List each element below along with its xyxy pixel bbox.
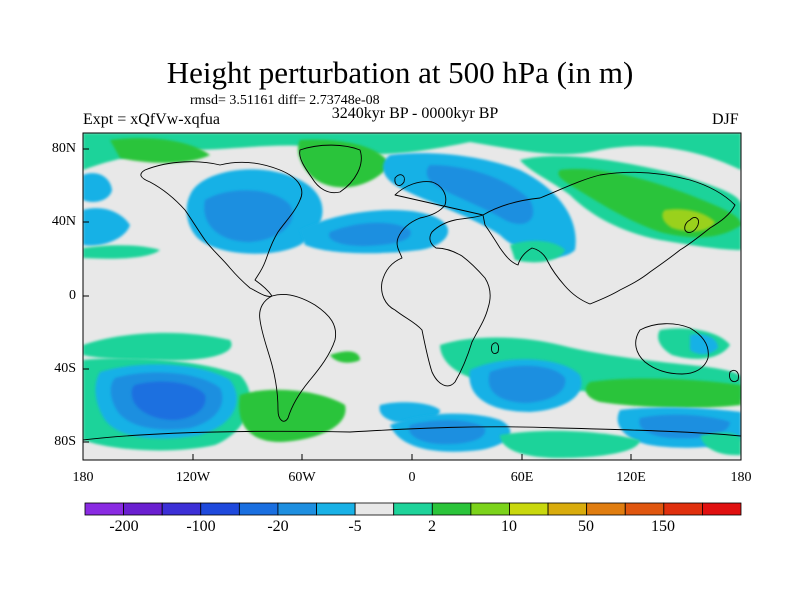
colorbar-swatch <box>547 502 588 516</box>
lon-label: 120E <box>616 470 646 485</box>
region-green-light <box>700 432 741 456</box>
colorbar-swatch <box>663 502 703 516</box>
coastline-layer <box>82 144 742 441</box>
colorbar-swatch <box>624 502 665 516</box>
region-blue-mid <box>204 190 293 242</box>
region-green <box>330 351 360 363</box>
colorbar-label: 10 <box>501 518 517 535</box>
lat-label: 80S <box>54 434 76 449</box>
north-america-coast <box>140 161 303 297</box>
colorbar-swatch <box>123 502 163 516</box>
colorbar-label: 50 <box>578 518 594 535</box>
antarctica-coast <box>82 426 742 441</box>
region-blue-light <box>83 173 112 202</box>
region-green <box>298 139 390 188</box>
colorbar-swatch <box>509 502 549 516</box>
colorbar-swatch <box>354 502 395 516</box>
colorbar-swatch <box>470 502 510 516</box>
axis-ticks <box>82 148 742 460</box>
colorbar-swatch <box>393 502 433 516</box>
colorbar-label: 150 <box>651 518 675 535</box>
colorbar-swatch <box>586 502 626 516</box>
region-blue-mid <box>488 365 566 403</box>
colorbar-swatch <box>702 502 742 516</box>
stats-line: rmsd= 3.51161 diff= 2.73748e-08 <box>190 93 380 108</box>
region-blue-mid <box>329 222 411 246</box>
colorbar-swatch <box>431 502 472 516</box>
lon-label: 60E <box>510 470 534 485</box>
region-green-light <box>83 133 741 170</box>
lon-label: 0 <box>408 470 416 485</box>
region-blue-mid <box>426 165 534 224</box>
lon-label: 180 <box>72 470 94 485</box>
region-blue-dark <box>131 381 206 420</box>
colorbar-label: -100 <box>186 518 216 535</box>
lon-label: 120W <box>175 470 211 485</box>
region-green-light <box>510 240 565 263</box>
lat-label: 0 <box>69 288 76 303</box>
colorbar-swatch <box>161 502 202 516</box>
region-blue-mid <box>639 414 730 439</box>
madagascar-coast <box>491 342 499 355</box>
lon-label: 60W <box>288 470 316 485</box>
greenland-coast <box>299 144 362 194</box>
colorbar-swatch <box>238 502 279 516</box>
region-blue-light <box>690 334 718 355</box>
lat-label: 40N <box>51 214 76 229</box>
colorbar-label: -20 <box>267 518 289 535</box>
colorbar-swatch <box>200 502 240 516</box>
colorbar-label: -200 <box>109 518 139 535</box>
colorbar-label: 2 <box>428 518 436 535</box>
region-green <box>110 138 210 163</box>
lat-label: 80N <box>51 141 76 156</box>
japan-coast <box>684 217 699 233</box>
region-green-light <box>500 430 640 458</box>
colorbar-swatch <box>277 502 317 516</box>
australia-coast <box>635 323 709 375</box>
africa-europe-coast <box>381 181 491 387</box>
region-green-light <box>83 245 160 259</box>
experiment-label: Expt = xQfVw-xqfua <box>83 111 220 128</box>
lon-label: 180 <box>730 470 752 485</box>
period-label: 3240kyr BP - 0000kyr BP <box>331 105 499 122</box>
new-zealand-coast <box>729 369 739 383</box>
lat-label: 40S <box>54 361 76 376</box>
colorbar-swatch <box>316 502 356 516</box>
asia-coast <box>482 171 736 305</box>
region-blue-light <box>83 208 130 246</box>
britain-coast <box>394 174 405 186</box>
region-green <box>239 389 346 442</box>
map-title: Height perturbation at 500 hPa (in m) <box>166 55 634 90</box>
region-green <box>585 378 741 408</box>
region-green-light <box>83 332 232 361</box>
south-america-coast <box>259 294 337 422</box>
region-blue-mid <box>409 420 486 445</box>
colorbar <box>84 502 742 516</box>
colorbar-label: -5 <box>348 518 362 535</box>
colorbar-swatch <box>84 502 124 516</box>
season-label: DJF <box>712 111 739 128</box>
field-layer <box>83 133 741 460</box>
